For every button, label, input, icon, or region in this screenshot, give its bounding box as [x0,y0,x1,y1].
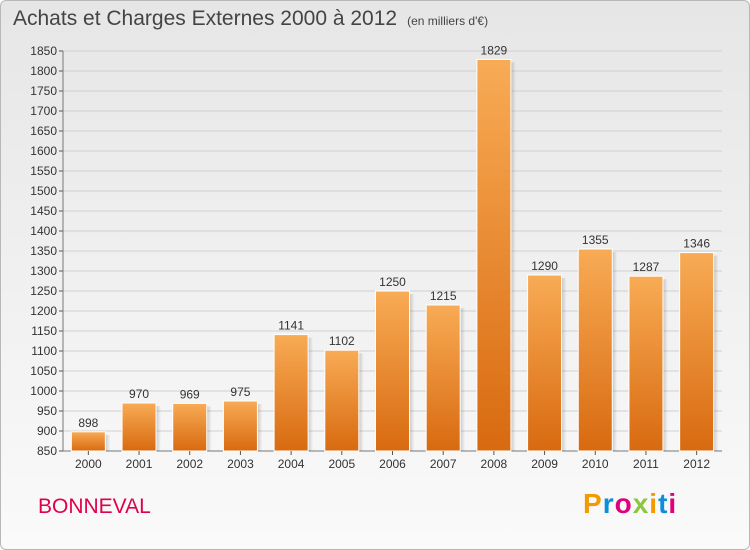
bar-2008 [476,58,512,452]
y-tick-label: 1650 [30,124,57,138]
y-tick-label: 1250 [30,284,57,298]
bar-2001 [121,402,157,452]
data-label: 1829 [481,43,508,57]
y-tick-label: 850 [37,444,57,458]
y-tick-label: 900 [37,424,57,438]
y-tick-label: 1050 [30,364,57,378]
y-tick-label: 1600 [30,144,57,158]
bar-2004 [273,334,309,452]
logo-letter: i [649,488,659,519]
data-label: 1141 [278,319,304,333]
bar-shadow [409,294,415,451]
data-label: 1290 [531,259,558,273]
x-axis-ticks: 2000 2001 2002 2003 2004 2005 2006 2007 2008 2009… [75,451,710,471]
chart-subtitle: (en milliers d'€) [407,14,489,28]
chart-title: Achats et Charges Externes 2000 à 2012 (e… [13,7,488,31]
commune-name: BONNEVAL [38,495,151,518]
bar-shadow [257,404,263,451]
data-labels: 898 970 969 975 1141 1102 1250 1215 1829 1290 1355… [78,43,710,429]
y-axis-ticks: 850 900 950 1000 1050 1100 1150 1200 1250 1300 135… [30,44,722,458]
x-tick-label: 2011 [633,457,659,471]
data-label: 975 [230,385,250,399]
y-tick-label: 1450 [30,204,57,218]
bar-2006 [375,290,410,452]
x-tick-label: 2002 [176,457,203,471]
data-label: 1355 [582,233,609,247]
bar-2002 [172,402,208,452]
bar-2012 [679,252,715,452]
y-tick-label: 1750 [30,84,57,98]
x-tick-label: 2008 [481,457,508,471]
y-tick-label: 950 [37,404,57,418]
data-label: 1346 [683,237,710,251]
y-tick-label: 1400 [30,224,57,238]
data-label: 1102 [329,334,355,348]
bar-shadow [460,308,466,451]
chart-title-text: Achats et Charges Externes 2000 à 2012 [13,7,398,30]
bar-shadow [206,406,212,451]
y-tick-label: 1350 [30,244,57,258]
x-tick-label: 2007 [430,457,457,471]
x-tick-label: 2003 [227,457,254,471]
bar-2005 [324,349,360,452]
y-tick-label: 1550 [30,164,57,178]
bar-shadow [662,279,668,451]
bar-shadow [308,337,314,451]
bar-2009 [527,274,563,452]
x-tick-label: 2001 [126,457,153,471]
logo-letter: i [668,488,678,519]
logo-letter: o [614,488,633,519]
logo-letter: x [632,488,650,519]
bar-2010 [577,248,613,452]
y-tick-label: 1850 [30,44,57,58]
y-tick-label: 1700 [30,104,57,118]
x-tick-label: 2006 [379,457,406,471]
logo-letter: t [658,488,669,519]
y-tick-label: 1800 [30,64,57,78]
data-label: 1215 [430,289,457,303]
logo-letter: P [583,488,603,519]
y-tick-label: 1300 [30,264,57,278]
y-tick-label: 1500 [30,184,57,198]
bar-shadow [612,252,618,451]
proxiti-logo: Proxiti [583,488,677,520]
x-tick-label: 2005 [328,457,355,471]
logo-letter: r [602,488,615,519]
x-tick-label: 2009 [531,457,558,471]
bar-shadow [156,406,162,451]
y-tick-label: 1150 [31,324,57,338]
data-label: 898 [78,416,98,430]
bar-shadow [510,62,516,452]
x-tick-label: 2010 [582,457,609,471]
x-tick-label: 2012 [683,457,710,471]
data-label: 1250 [379,275,406,289]
data-label: 969 [180,387,200,401]
x-tick-label: 2000 [75,457,102,471]
y-tick-label: 1000 [30,384,57,398]
bar-shadow [358,353,364,451]
bar-shadow [713,255,719,451]
data-label: 1287 [633,260,660,274]
bar-2003 [222,400,258,452]
bars [70,58,719,452]
bar-2011 [628,275,664,452]
bar-2007 [425,304,461,452]
bar-2000 [70,431,106,452]
bar-shadow [105,434,111,451]
bar-shadow [561,278,567,451]
data-label: 970 [129,387,149,401]
y-tick-label: 1200 [30,304,57,318]
y-tick-label: 1100 [31,344,57,358]
x-tick-label: 2004 [278,457,305,471]
